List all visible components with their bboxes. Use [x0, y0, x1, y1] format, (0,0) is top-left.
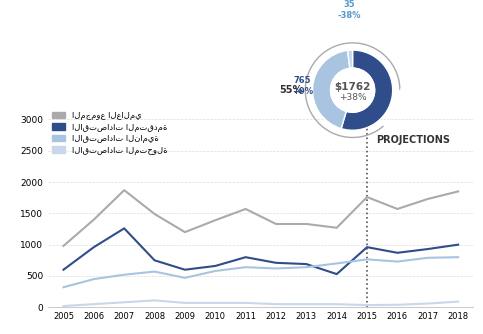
- Wedge shape: [341, 50, 393, 130]
- Text: 35
-38%: 35 -38%: [337, 0, 361, 20]
- Text: +38%: +38%: [339, 93, 367, 102]
- Text: 55%: 55%: [279, 85, 302, 95]
- Wedge shape: [313, 50, 350, 129]
- Text: 765
+9%: 765 +9%: [292, 76, 313, 96]
- Wedge shape: [348, 50, 353, 68]
- Legend: المجموع العالمي, الاقتصادات المتقدمة, الاقتصادات النامية, الاقتصادات المتحولة: المجموع العالمي, الاقتصادات المتقدمة, ال…: [53, 111, 167, 155]
- Text: PROJECTIONS: PROJECTIONS: [376, 135, 450, 145]
- Circle shape: [330, 68, 375, 112]
- Text: $1762: $1762: [334, 82, 371, 92]
- Text: 962
+84%: 962 +84%: [389, 88, 416, 107]
